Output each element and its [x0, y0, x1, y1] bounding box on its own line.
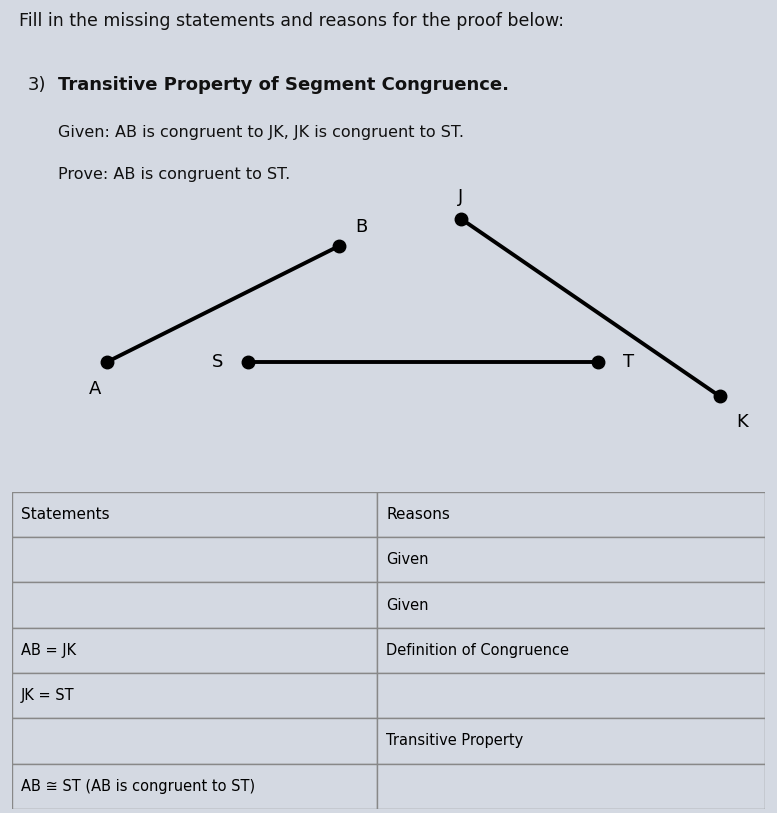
- Bar: [12, 763, 377, 809]
- Bar: [12, 628, 377, 673]
- Bar: [12, 537, 377, 582]
- Text: T: T: [623, 353, 634, 371]
- Text: 3): 3): [27, 76, 46, 94]
- Text: B: B: [356, 218, 368, 237]
- Text: Given: Given: [386, 598, 429, 613]
- Text: Statements: Statements: [21, 507, 110, 522]
- Bar: [12, 673, 377, 719]
- Text: Transitive Property of Segment Congruence.: Transitive Property of Segment Congruenc…: [58, 76, 509, 94]
- Text: Prove: AB is congruent to ST.: Prove: AB is congruent to ST.: [58, 167, 291, 182]
- Text: AB = JK: AB = JK: [21, 643, 76, 658]
- Bar: [377, 719, 765, 763]
- Text: Fill in the missing statements and reasons for the proof below:: Fill in the missing statements and reaso…: [19, 12, 564, 30]
- Bar: [12, 582, 377, 628]
- Bar: [377, 492, 765, 537]
- Bar: [12, 719, 377, 763]
- Text: JK = ST: JK = ST: [21, 688, 75, 703]
- Bar: [377, 537, 765, 582]
- Text: A: A: [89, 380, 102, 398]
- Text: Reasons: Reasons: [386, 507, 450, 522]
- Bar: [377, 673, 765, 719]
- Text: Transitive Property: Transitive Property: [386, 733, 524, 749]
- Text: J: J: [458, 188, 463, 206]
- Bar: [377, 582, 765, 628]
- Text: AB ≅ ST (AB is congruent to ST): AB ≅ ST (AB is congruent to ST): [21, 779, 255, 793]
- Text: Given: Given: [386, 552, 429, 567]
- Text: Definition of Congruence: Definition of Congruence: [386, 643, 570, 658]
- Text: S: S: [211, 353, 223, 371]
- Text: K: K: [737, 413, 748, 431]
- Bar: [377, 763, 765, 809]
- Bar: [377, 628, 765, 673]
- Text: Given: AB is congruent to JK, JK is congruent to ST.: Given: AB is congruent to JK, JK is cong…: [58, 125, 465, 140]
- Bar: [12, 492, 377, 537]
